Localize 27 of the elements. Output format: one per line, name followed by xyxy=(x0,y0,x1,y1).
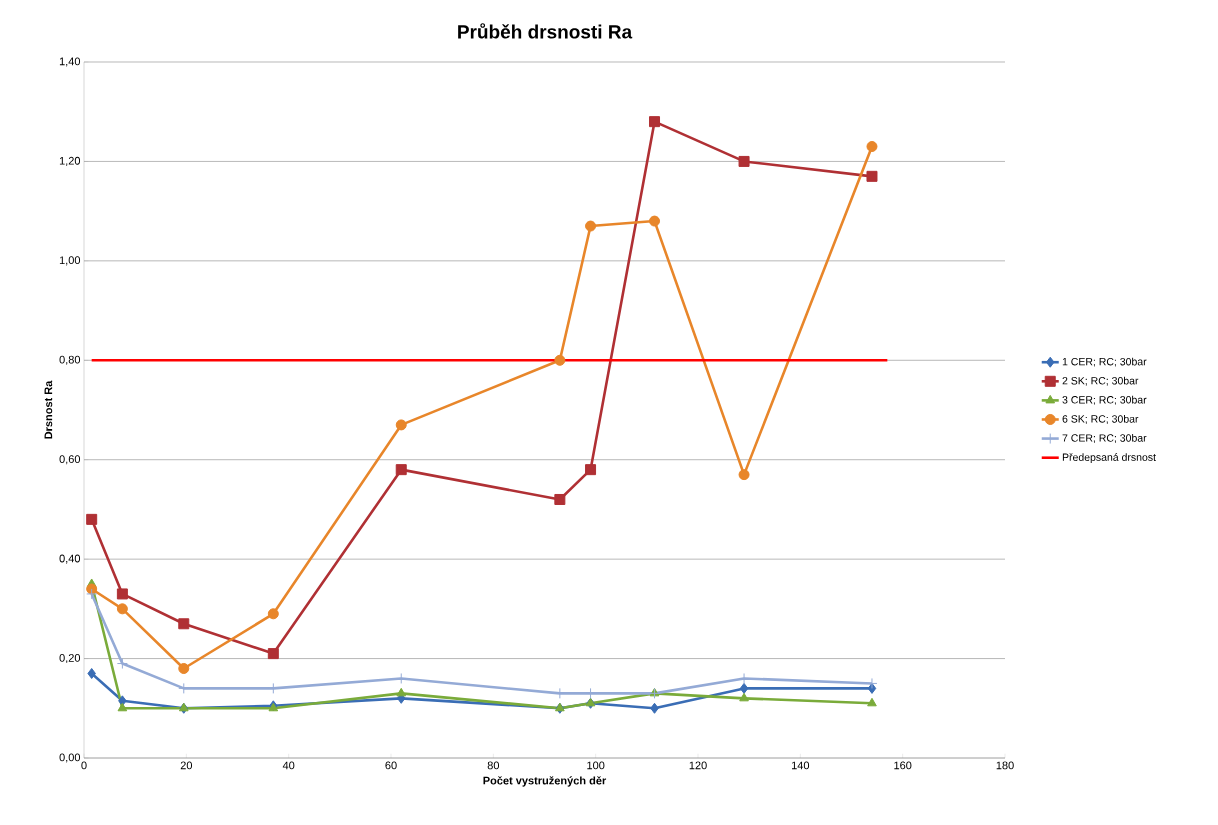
y-tick-label: 0,80 xyxy=(59,355,81,365)
legend-label: 7 CER; RC; 30bar xyxy=(1062,434,1147,443)
x-tick-label: 20 xyxy=(180,761,193,770)
legend-label: 2 SK; RC; 30bar xyxy=(1062,376,1139,386)
legend-label: 3 CER; RC; 30bar xyxy=(1062,395,1147,405)
y-tick-label: 1,20 xyxy=(59,156,81,166)
x-tick-label: 60 xyxy=(385,761,397,770)
y-tick-label: 0,60 xyxy=(59,455,81,465)
x-tick-label: 160 xyxy=(894,761,912,770)
x-tick-label: 0 xyxy=(81,761,87,770)
x-tick-label: 180 xyxy=(996,761,1014,770)
x-tick-label: 80 xyxy=(487,761,500,770)
x-tick-label: 120 xyxy=(689,761,707,770)
y-axis-title: Drsnost Ra xyxy=(44,380,53,439)
x-tick-label: 100 xyxy=(587,761,605,770)
y-tick-label: 0,00 xyxy=(59,753,81,763)
legend-label: Předepsaná drsnost xyxy=(1062,453,1156,464)
legend-label: 1 CER; RC; 30bar xyxy=(1062,357,1147,367)
y-tick-label: 1,00 xyxy=(59,256,81,266)
legend-label: 6 SK; RC; 30bar xyxy=(1062,414,1139,424)
y-tick-label: 1,40 xyxy=(59,57,81,67)
y-tick-label: 0,40 xyxy=(59,554,81,564)
x-tick-label: 40 xyxy=(282,761,295,770)
y-tick-label: 0,20 xyxy=(59,654,81,664)
x-tick-label: 140 xyxy=(792,761,810,770)
x-axis-title: Počet vystružených děr xyxy=(483,776,607,787)
chart-title: Průběh drsnosti Ra xyxy=(458,23,633,39)
